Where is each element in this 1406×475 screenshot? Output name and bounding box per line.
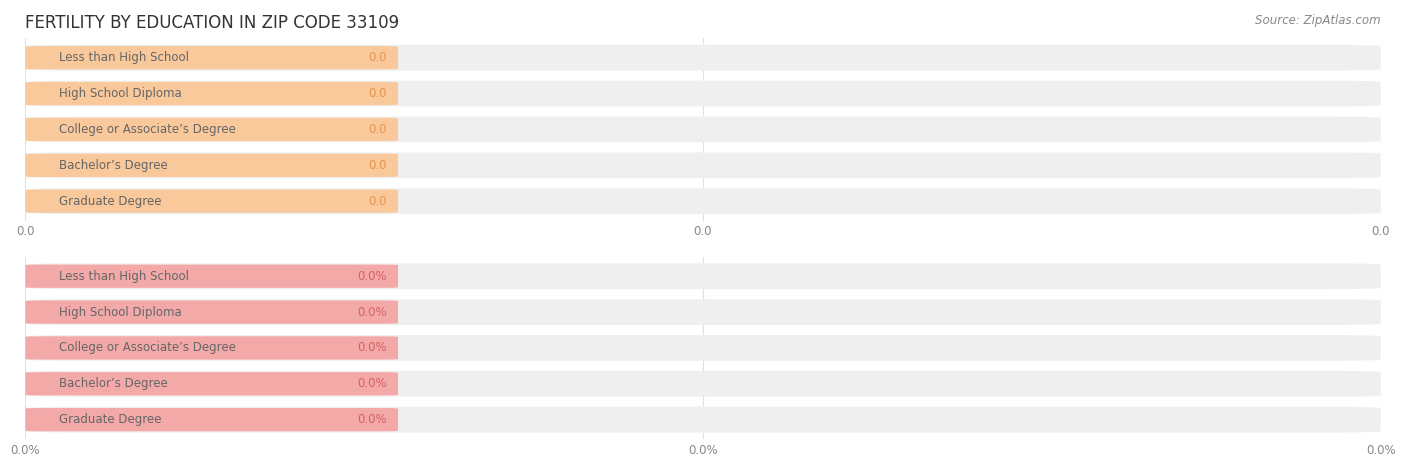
Text: High School Diploma: High School Diploma [59,87,181,100]
FancyBboxPatch shape [25,152,1381,178]
FancyBboxPatch shape [25,81,1381,106]
Text: College or Associate’s Degree: College or Associate’s Degree [59,342,236,354]
FancyBboxPatch shape [25,116,1381,142]
Text: 0.0: 0.0 [368,159,387,172]
FancyBboxPatch shape [25,190,398,213]
Text: Less than High School: Less than High School [59,51,190,64]
Text: 0.0%: 0.0% [357,413,387,426]
Text: FERTILITY BY EDUCATION IN ZIP CODE 33109: FERTILITY BY EDUCATION IN ZIP CODE 33109 [25,14,399,32]
FancyBboxPatch shape [25,335,1381,361]
Text: 0.0: 0.0 [368,51,387,64]
Text: Bachelor’s Degree: Bachelor’s Degree [59,377,167,390]
Text: Less than High School: Less than High School [59,270,190,283]
FancyBboxPatch shape [25,153,398,177]
FancyBboxPatch shape [25,336,398,360]
Text: 0.0%: 0.0% [357,342,387,354]
Text: 0.0%: 0.0% [357,377,387,390]
FancyBboxPatch shape [25,46,398,69]
FancyBboxPatch shape [25,407,1381,433]
FancyBboxPatch shape [25,300,398,324]
Text: Source: ZipAtlas.com: Source: ZipAtlas.com [1256,14,1381,27]
Text: 0.0: 0.0 [368,123,387,136]
FancyBboxPatch shape [25,45,1381,71]
FancyBboxPatch shape [25,299,1381,325]
FancyBboxPatch shape [25,371,1381,397]
Text: College or Associate’s Degree: College or Associate’s Degree [59,123,236,136]
FancyBboxPatch shape [25,188,1381,214]
FancyBboxPatch shape [25,265,398,288]
Text: Graduate Degree: Graduate Degree [59,413,162,426]
Text: 0.0: 0.0 [368,195,387,208]
Text: 0.0%: 0.0% [357,270,387,283]
Text: 0.0%: 0.0% [357,305,387,319]
Text: High School Diploma: High School Diploma [59,305,181,319]
FancyBboxPatch shape [25,263,1381,289]
Text: Graduate Degree: Graduate Degree [59,195,162,208]
Text: 0.0: 0.0 [368,87,387,100]
Text: Bachelor’s Degree: Bachelor’s Degree [59,159,167,172]
FancyBboxPatch shape [25,372,398,396]
FancyBboxPatch shape [25,408,398,431]
FancyBboxPatch shape [25,118,398,141]
FancyBboxPatch shape [25,82,398,105]
